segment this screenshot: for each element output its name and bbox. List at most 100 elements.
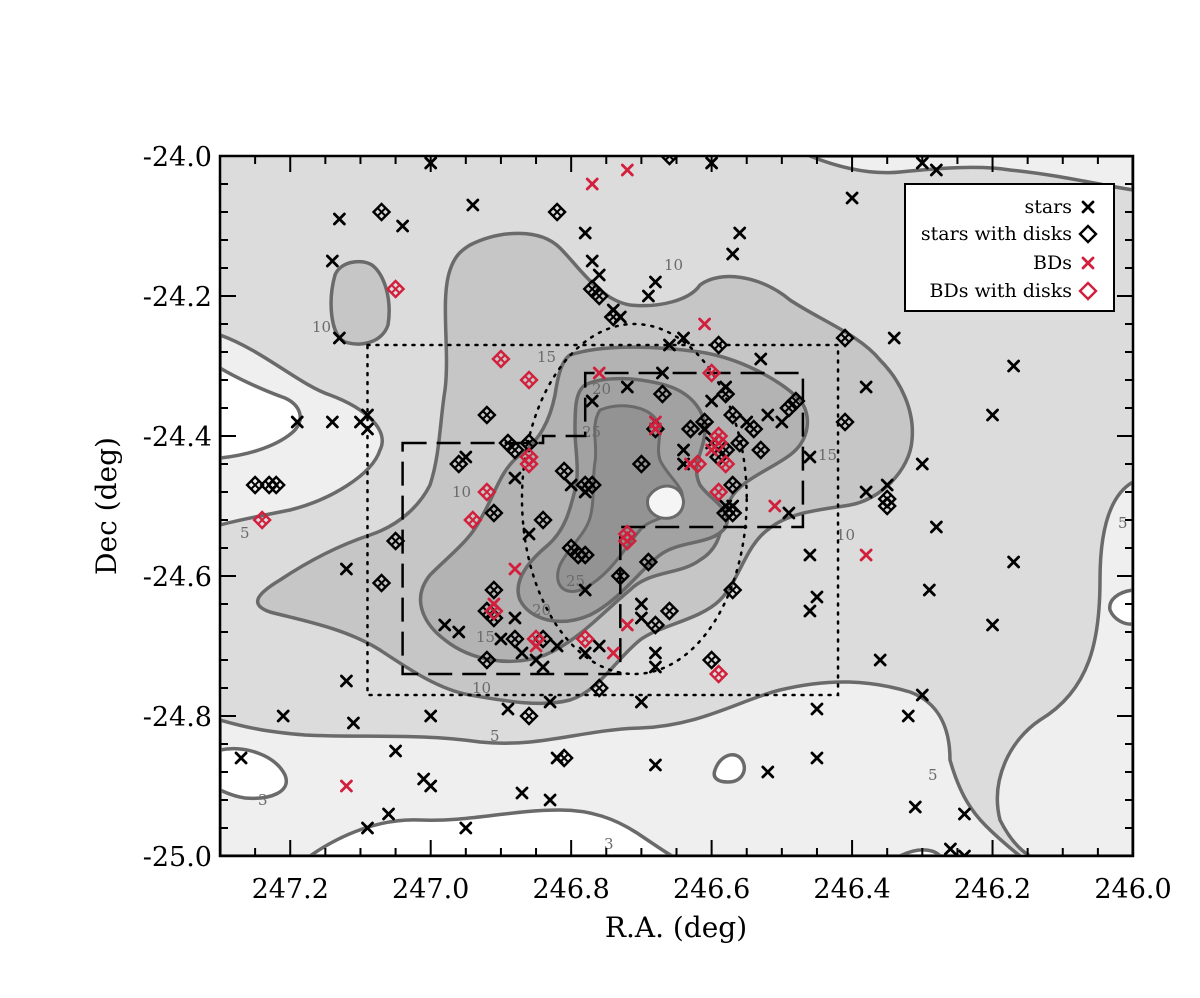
stars-with-disks-point (554, 461, 574, 481)
stars-point (466, 198, 480, 212)
stars-point (347, 716, 360, 730)
legend-marker-stars (1081, 200, 1095, 214)
stars-point (929, 520, 943, 534)
stars-with-disks-point (554, 748, 574, 768)
x-tick-label: 247.2 (252, 874, 329, 905)
contour-label-5a: 5 (240, 524, 250, 542)
bds-with-disks-point (575, 629, 595, 649)
stars-point (810, 702, 824, 716)
stars-with-disks-point (659, 601, 680, 621)
stars-point (705, 394, 719, 408)
y-tick-label: -24.0 (143, 142, 212, 173)
bds-point (859, 548, 873, 562)
bds-with-disks-point (701, 363, 722, 383)
stars-with-disks-point (730, 433, 750, 453)
contour-label-15c: 15 (537, 348, 556, 366)
stars-point (389, 744, 402, 758)
stars-point (332, 331, 346, 345)
stars-point (424, 779, 438, 793)
stars-point (543, 695, 557, 709)
bds-with-disks-point (715, 454, 736, 474)
contour-label-15b: 15 (476, 628, 495, 646)
x-tick-label: 246.4 (813, 874, 890, 905)
y-tick-label: -24.6 (143, 562, 212, 593)
x-tick-labels: 247.2 247.0 246.8 246.6 246.4 246.2 246.… (252, 874, 1172, 905)
stars-point (915, 457, 929, 471)
legend: stars stars with disks BDs BDs with disk… (904, 183, 1115, 312)
contour-label-10d: 10 (836, 526, 855, 544)
legend-box (904, 183, 1115, 312)
stars-point (649, 758, 662, 772)
stars-point (536, 660, 550, 674)
contour-label-10a: 10 (312, 318, 331, 336)
stars-point (663, 338, 676, 352)
stars-with-disks-point (835, 328, 855, 348)
legend-marker-bds-with-disks (1078, 281, 1098, 301)
stars-point (873, 653, 887, 667)
bds-with-disks-point (708, 433, 729, 453)
stars-with-disks-point (715, 384, 736, 404)
stars-point (656, 366, 669, 380)
region-rectangle (366, 343, 840, 697)
y-tick-label: -24.2 (143, 282, 212, 313)
stars-point (325, 254, 339, 268)
density-level-10-island (329, 259, 391, 346)
stars-point (578, 646, 592, 660)
stars-point (592, 639, 606, 653)
density-level-3 (220, 156, 1133, 856)
stars-with-disks-point (484, 580, 504, 600)
stars-with-disks-point (715, 503, 736, 523)
stars-point (887, 331, 901, 345)
stars-with-disks-point (680, 419, 701, 439)
contour-label-5c: 5 (1118, 514, 1128, 532)
legend-label-stars-with-disks: stars with disks (921, 223, 1072, 245)
stars-with-disks-point (484, 503, 504, 523)
stars-point (508, 471, 522, 485)
stars-point (424, 709, 438, 723)
stars-point (234, 751, 248, 765)
stars-with-disks-point (245, 475, 265, 495)
stars-with-disks-point (835, 412, 855, 432)
bds-with-disks-point (463, 510, 483, 530)
stars-with-disks-point (477, 650, 497, 670)
stars-point (803, 604, 817, 618)
stars-point (915, 688, 929, 702)
y-tick-label: -24.4 (143, 422, 212, 453)
bds-with-disks-point (484, 601, 504, 621)
stars-with-disks-point (505, 440, 525, 460)
stars-with-disks-point (266, 475, 286, 495)
contour-label-20a: 20 (592, 380, 611, 398)
region-ellipse (520, 322, 748, 676)
region-polygon (401, 371, 805, 676)
stars-with-disks-point (533, 510, 553, 530)
stars-with-disks-point (582, 475, 602, 495)
legend-marker-stars-with-disks (1078, 224, 1098, 244)
stars-point (908, 800, 922, 814)
stars-point (340, 674, 353, 688)
bds-with-disks-point (687, 454, 708, 474)
stars-point (1007, 359, 1021, 373)
stars-point (585, 254, 599, 268)
stars-point (585, 394, 599, 408)
stars-point (810, 751, 824, 765)
stars-point (726, 247, 740, 261)
stars-point (649, 660, 662, 674)
y-tick-label: -24.8 (143, 702, 212, 733)
stars-point (494, 632, 508, 646)
stars-point (810, 590, 824, 604)
contour-label-10b: 10 (664, 256, 683, 274)
stars-point (290, 415, 304, 429)
bds-point (340, 779, 353, 793)
stars-point (922, 583, 936, 597)
legend-marker-bds (1081, 256, 1095, 270)
stars-point (396, 219, 410, 233)
stars-with-disks-point (519, 433, 539, 453)
contour-label-15a: 15 (818, 446, 837, 464)
stars-point (859, 485, 873, 499)
bds-point (620, 618, 634, 632)
stars-point (501, 702, 515, 716)
stars-point (733, 226, 747, 240)
bds-point (698, 317, 711, 331)
stars-with-disks-point (779, 398, 799, 418)
stars-point (620, 380, 634, 394)
